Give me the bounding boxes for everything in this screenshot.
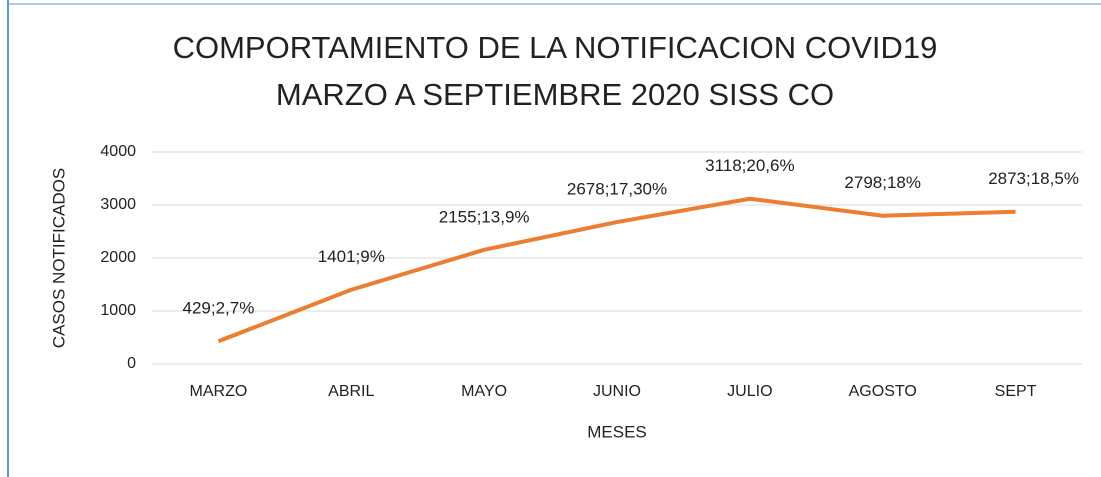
x-tick-label: MAYO xyxy=(461,383,507,400)
y-tick-label: 4000 xyxy=(100,143,136,160)
data-label: 429;2,7% xyxy=(183,299,255,318)
line xyxy=(217,196,1016,344)
data-label: 2873;18,5% xyxy=(988,169,1079,188)
y-tick-label: 2000 xyxy=(100,249,136,266)
x-tick-label: JUNIO xyxy=(593,383,641,400)
data-label: 2798;18% xyxy=(844,173,921,192)
data-label: 3118;20,6% xyxy=(705,156,794,175)
y-axis-label: CASOS NOTIFICADOS xyxy=(49,168,68,348)
y-tick-label: 1000 xyxy=(100,302,136,319)
chart-title: COMPORTAMIENTO DE LA NOTIFICACION COVID1… xyxy=(173,30,938,65)
x-tick-label: ABRIL xyxy=(328,383,374,400)
data-label: 1401;9% xyxy=(318,247,385,266)
data-label: 2678;17,30% xyxy=(567,180,667,199)
y-tick-label: 3000 xyxy=(100,196,136,213)
x-axis-label: MESES xyxy=(587,422,647,441)
chart-subtitle: MARZO A SEPTIEMBRE 2020 SISS CO xyxy=(276,77,834,112)
y-tick-label: 0 xyxy=(127,355,136,372)
x-tick-label: JULIO xyxy=(727,383,772,400)
x-tick-label: SEPT xyxy=(995,383,1037,400)
x-tick-label: AGOSTO xyxy=(849,383,917,400)
data-label: 2155;13,9% xyxy=(439,207,530,226)
x-tick-label: MARZO xyxy=(190,383,248,400)
